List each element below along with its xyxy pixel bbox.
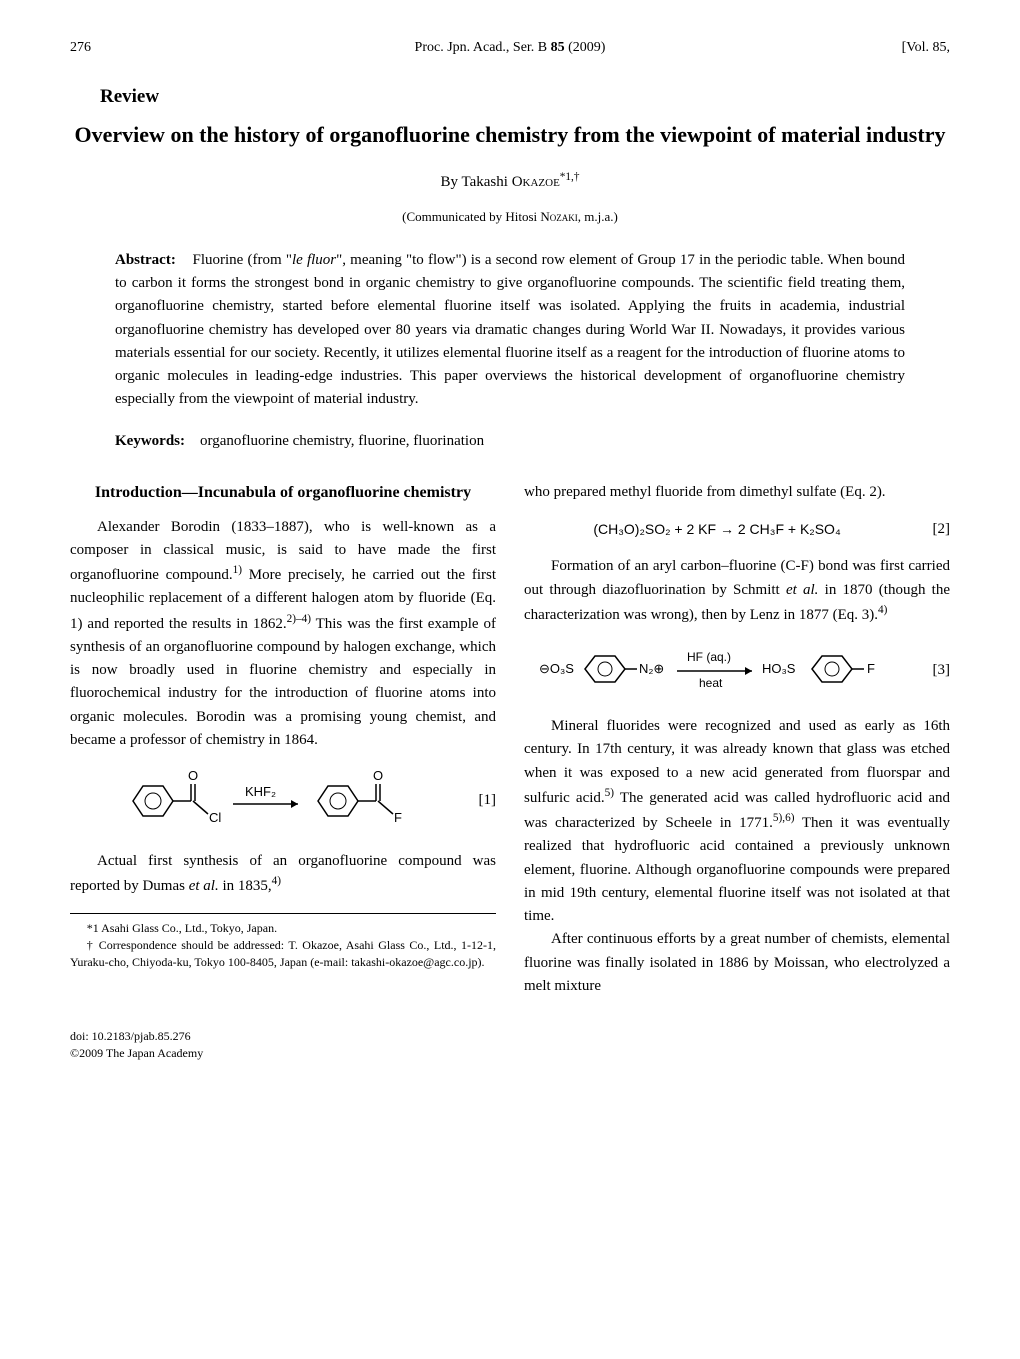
equation-1-scheme: O Cl KHF₂ O F <box>70 766 456 836</box>
equation-1: O Cl KHF₂ O F [1] <box>70 766 496 836</box>
equation-2: (CH₃O)₂SO₂ + 2 KF → 2 CH₃F + K₂SO₄ [2] <box>524 518 950 541</box>
left-column: Introduction—Incunabula of organofluorin… <box>70 481 496 998</box>
running-header: 276 Proc. Jpn. Acad., Ser. B 85 (2009) [… <box>70 40 950 56</box>
right-para-2: Formation of an aryl carbon–fluorine (C-… <box>524 555 950 627</box>
author-line: By Takashi Okazoe*1,† <box>70 171 950 191</box>
svg-text:N₂⊕: N₂⊕ <box>639 661 664 676</box>
body-columns: Introduction—Incunabula of organofluorin… <box>70 481 950 998</box>
footnote-2: † Correspondence should be addressed: T.… <box>70 937 496 972</box>
communicated-prefix: (Communicated by Hitosi <box>402 209 540 224</box>
svg-text:⊖O₃S: ⊖O₃S <box>539 661 574 676</box>
svg-text:KHF₂: KHF₂ <box>245 784 276 799</box>
volume-label: [Vol. 85, <box>850 40 950 56</box>
section-heading-intro: Introduction—Incunabula of organofluorin… <box>70 481 496 506</box>
svg-text:heat: heat <box>699 676 723 690</box>
svg-text:Cl: Cl <box>209 810 221 825</box>
right-para-4: After continuous efforts by a great numb… <box>524 928 950 998</box>
page-footer: doi: 10.2183/pjab.85.276 ©2009 The Japan… <box>70 1028 950 1062</box>
abstract-label: Abstract: <box>115 252 176 268</box>
intro-para-2: Actual first synthesis of an organofluor… <box>70 850 496 899</box>
keywords-text: organofluorine chemistry, fluorine, fluo… <box>200 433 484 449</box>
right-para-1: who prepared methyl fluoride from dimeth… <box>524 481 950 504</box>
footnotes-block: *1 Asahi Glass Co., Ltd., Tokyo, Japan. … <box>70 913 496 972</box>
equation-2-text: (CH₃O)₂SO₂ + 2 KF → 2 CH₃F + K₂SO₄ <box>524 519 910 541</box>
svg-text:O: O <box>188 768 198 783</box>
equation-3-number: [3] <box>922 659 950 682</box>
author-by: By Takashi <box>441 174 512 190</box>
communicated-suffix: , m.j.a.) <box>578 209 618 224</box>
footnote-1: *1 Asahi Glass Co., Ltd., Tokyo, Japan. <box>70 920 496 937</box>
svg-text:HO₃S: HO₃S <box>762 661 796 676</box>
author-affil: *1,† <box>560 171 580 183</box>
right-para-3: Mineral fluorides were recognized and us… <box>524 715 950 928</box>
paper-title: Overview on the history of organofluorin… <box>70 120 950 151</box>
keywords-block: Keywords: organofluorine chemistry, fluo… <box>115 430 905 453</box>
communicated-name: Nozaki <box>540 209 577 224</box>
svg-text:F: F <box>867 661 875 676</box>
keywords-label: Keywords: <box>115 433 185 449</box>
page-number: 276 <box>70 40 170 56</box>
review-label: Review <box>100 86 950 108</box>
svg-text:F: F <box>394 810 402 825</box>
abstract-block: Abstract: Fluorine (from "le fluor", mea… <box>115 249 905 412</box>
journal-title: Proc. Jpn. Acad., Ser. B 85 (2009) <box>170 40 850 56</box>
intro-para-1: Alexander Borodin (1833–1887), who is we… <box>70 516 496 753</box>
equation-3: ⊖O₃S N₂⊕ HF (aq.) heat HO₃S F <box>524 641 950 701</box>
svg-text:O: O <box>373 768 383 783</box>
communicated-line: (Communicated by Hitosi Nozaki, m.j.a.) <box>70 209 950 225</box>
equation-3-scheme: ⊖O₃S N₂⊕ HF (aq.) heat HO₃S F <box>524 641 910 701</box>
equation-2-number: [2] <box>922 518 950 541</box>
author-surname: Okazoe <box>512 174 560 190</box>
doi-line: doi: 10.2183/pjab.85.276 <box>70 1028 950 1045</box>
equation-1-number: [1] <box>468 789 496 812</box>
svg-text:HF (aq.): HF (aq.) <box>687 650 731 664</box>
right-column: who prepared methyl fluoride from dimeth… <box>524 481 950 998</box>
copyright-line: ©2009 The Japan Academy <box>70 1045 950 1062</box>
